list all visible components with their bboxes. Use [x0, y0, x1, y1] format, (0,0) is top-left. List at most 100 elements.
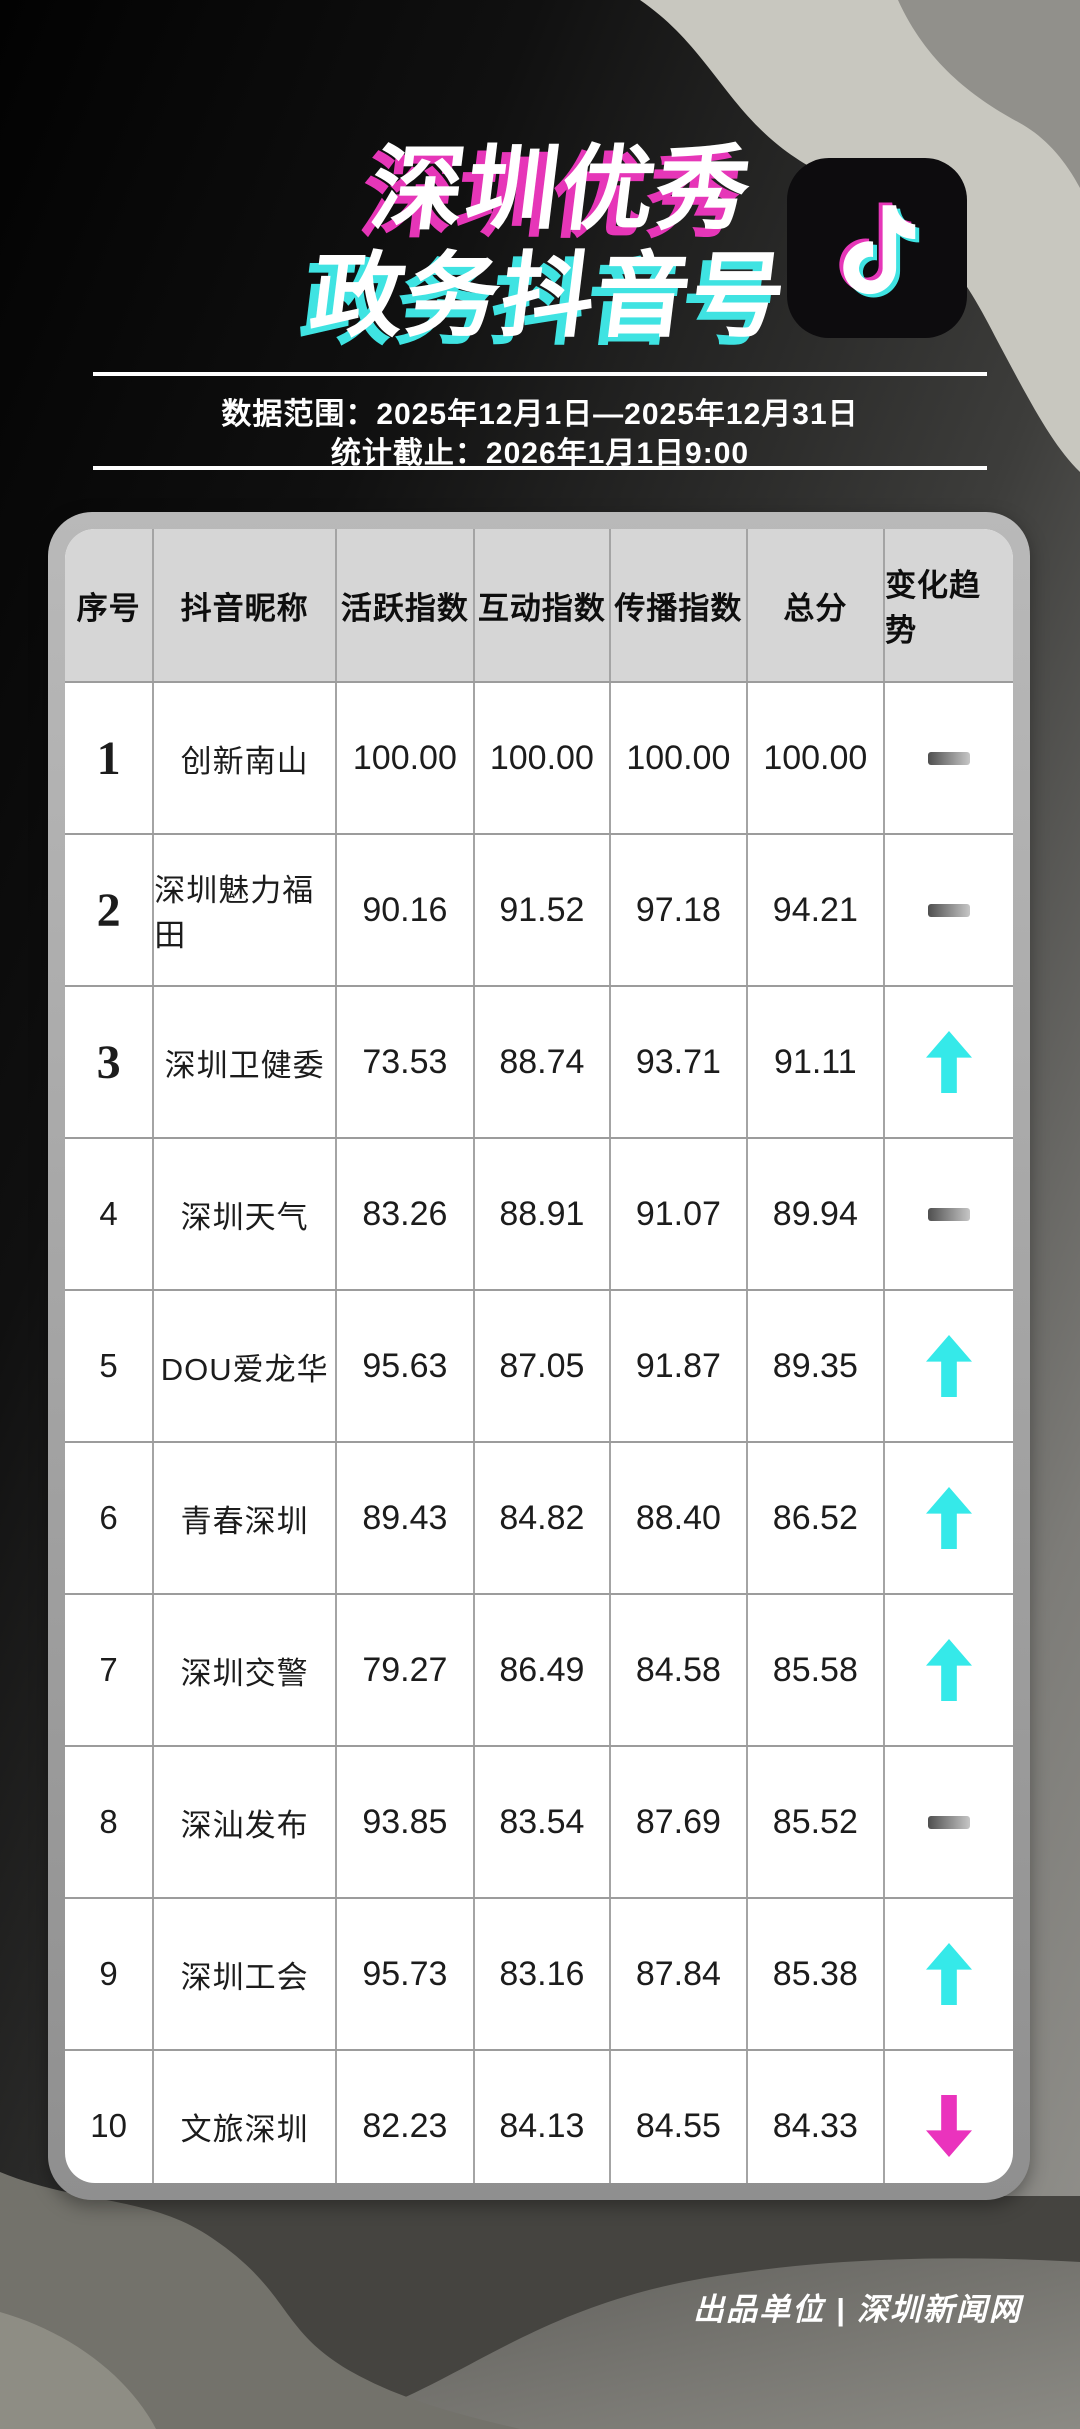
trend-up-icon: [926, 1639, 972, 1701]
table-row: 8 深汕发布 93.85 83.54 87.69 85.52: [65, 1745, 1013, 1897]
trend-cell: [883, 1747, 1013, 1897]
nickname-cell: DOU爱龙华: [152, 1291, 335, 1441]
rank-cell: 4: [99, 1195, 118, 1232]
total-score-cell: 86.52: [745, 1443, 883, 1593]
trend-down-icon: [926, 2095, 972, 2157]
active-index-cell: 95.73: [335, 1899, 472, 2049]
nickname-cell: 深圳天气: [152, 1139, 335, 1289]
table-row: 4 深圳天气 83.26 88.91 91.07 89.94: [65, 1137, 1013, 1289]
nickname-cell: 深圳工会: [152, 1899, 335, 2049]
active-index-cell: 90.16: [335, 835, 472, 985]
rank-cell: 3: [96, 1035, 121, 1089]
interact-index-cell: 86.49: [472, 1595, 610, 1745]
trend-cell: [883, 1595, 1013, 1745]
ranking-table-card: 序号 抖音昵称 活跃指数 互动指数 传播指数 总分 变化趋势 1 创新南山 10…: [48, 512, 1030, 2200]
col-header-nickname: 抖音昵称: [152, 529, 335, 681]
trend-cell: [883, 835, 1013, 985]
total-score-cell: 100.00: [745, 683, 883, 833]
rank-cell: 8: [99, 1803, 118, 1840]
spread-index-cell: 87.69: [609, 1747, 746, 1897]
table-row: 10 文旅深圳 82.23 84.13 84.55 84.33: [65, 2049, 1013, 2183]
interact-index-cell: 87.05: [472, 1291, 610, 1441]
trend-cell: [883, 2051, 1013, 2183]
rank-cell: 5: [99, 1347, 118, 1384]
table-header-row: 序号 抖音昵称 活跃指数 互动指数 传播指数 总分 变化趋势: [65, 529, 1013, 681]
nickname-cell: 深圳魅力福田: [152, 835, 335, 985]
total-score-cell: 94.21: [745, 835, 883, 985]
interact-index-cell: 100.00: [472, 683, 610, 833]
date-range-text: 数据范围：2025年12月1日—2025年12月31日: [221, 398, 859, 431]
spread-index-cell: 84.58: [609, 1595, 746, 1745]
total-score-cell: 89.35: [745, 1291, 883, 1441]
active-index-cell: 73.53: [335, 987, 472, 1137]
total-score-cell: 89.94: [745, 1139, 883, 1289]
active-index-cell: 82.23: [335, 2051, 472, 2183]
interact-index-cell: 84.82: [472, 1443, 610, 1593]
total-score-cell: 85.38: [745, 1899, 883, 2049]
trend-up-icon: [926, 1335, 972, 1397]
table-row: 6 青春深圳 89.43 84.82 88.40 86.52: [65, 1441, 1013, 1593]
active-index-cell: 79.27: [335, 1595, 472, 1745]
rank-cell: 6: [99, 1499, 118, 1536]
interact-index-cell: 84.13: [472, 2051, 610, 2183]
total-score-cell: 84.33: [745, 2051, 883, 2183]
table-row: 1 创新南山 100.00 100.00 100.00 100.00: [65, 681, 1013, 833]
col-header-trend: 变化趋势: [883, 529, 1013, 681]
interact-index-cell: 88.91: [472, 1139, 610, 1289]
trend-flat-icon: [928, 1815, 970, 1829]
spread-index-cell: 88.40: [609, 1443, 746, 1593]
nickname-cell: 深汕发布: [152, 1747, 335, 1897]
poster-title-line2: 政务抖音号: [305, 244, 793, 348]
nickname-cell: 深圳交警: [152, 1595, 335, 1745]
rank-cell: 10: [90, 2107, 127, 2144]
trend-flat-icon: [928, 903, 970, 917]
spread-index-cell: 87.84: [609, 1899, 746, 2049]
rank-cell: 7: [99, 1651, 118, 1688]
active-index-cell: 83.26: [335, 1139, 472, 1289]
interact-index-cell: 91.52: [472, 835, 610, 985]
divider-line-bottom: [93, 466, 987, 470]
rank-cell: 1: [96, 731, 121, 785]
active-index-cell: 100.00: [335, 683, 472, 833]
divider-line-top: [93, 372, 987, 376]
col-header-interact: 互动指数: [472, 529, 610, 681]
table-row: 3 深圳卫健委 73.53 88.74 93.71 91.11: [65, 985, 1013, 1137]
nickname-cell: 深圳卫健委: [152, 987, 335, 1137]
table-row: 7 深圳交警 79.27 86.49 84.58 85.58: [65, 1593, 1013, 1745]
ranking-table: 序号 抖音昵称 活跃指数 互动指数 传播指数 总分 变化趋势 1 创新南山 10…: [65, 529, 1013, 2183]
trend-cell: [883, 683, 1013, 833]
interact-index-cell: 83.16: [472, 1899, 610, 2049]
col-header-active: 活跃指数: [335, 529, 472, 681]
total-score-cell: 85.58: [745, 1595, 883, 1745]
trend-cell: [883, 1899, 1013, 2049]
trend-up-icon: [926, 1031, 972, 1093]
trend-cell: [883, 1139, 1013, 1289]
spread-index-cell: 93.71: [609, 987, 746, 1137]
stats-deadline-text: 统计截止：2026年1月1日9:00: [330, 437, 750, 470]
trend-flat-icon: [928, 1207, 970, 1221]
douyin-logo-icon: [787, 158, 967, 338]
trend-up-icon: [926, 1487, 972, 1549]
footer-credit: 出品单位 | 深圳新闻网: [693, 2292, 1022, 2327]
spread-index-cell: 97.18: [609, 835, 746, 985]
col-header-total: 总分: [745, 529, 883, 681]
col-header-spread: 传播指数: [609, 529, 746, 681]
nickname-cell: 创新南山: [152, 683, 335, 833]
rank-cell: 2: [96, 883, 121, 937]
poster-title: 深圳优秀 政务抖音号: [305, 136, 805, 350]
active-index-cell: 89.43: [335, 1443, 472, 1593]
trend-flat-icon: [928, 751, 970, 765]
interact-index-cell: 88.74: [472, 987, 610, 1137]
active-index-cell: 95.63: [335, 1291, 472, 1441]
total-score-cell: 85.52: [745, 1747, 883, 1897]
trend-cell: [883, 987, 1013, 1137]
trend-up-icon: [926, 1943, 972, 2005]
nickname-cell: 青春深圳: [152, 1443, 335, 1593]
table-row: 2 深圳魅力福田 90.16 91.52 97.18 94.21: [65, 833, 1013, 985]
table-row: 9 深圳工会 95.73 83.16 87.84 85.38: [65, 1897, 1013, 2049]
rank-cell: 9: [99, 1955, 118, 1992]
spread-index-cell: 91.87: [609, 1291, 746, 1441]
spread-index-cell: 91.07: [609, 1139, 746, 1289]
